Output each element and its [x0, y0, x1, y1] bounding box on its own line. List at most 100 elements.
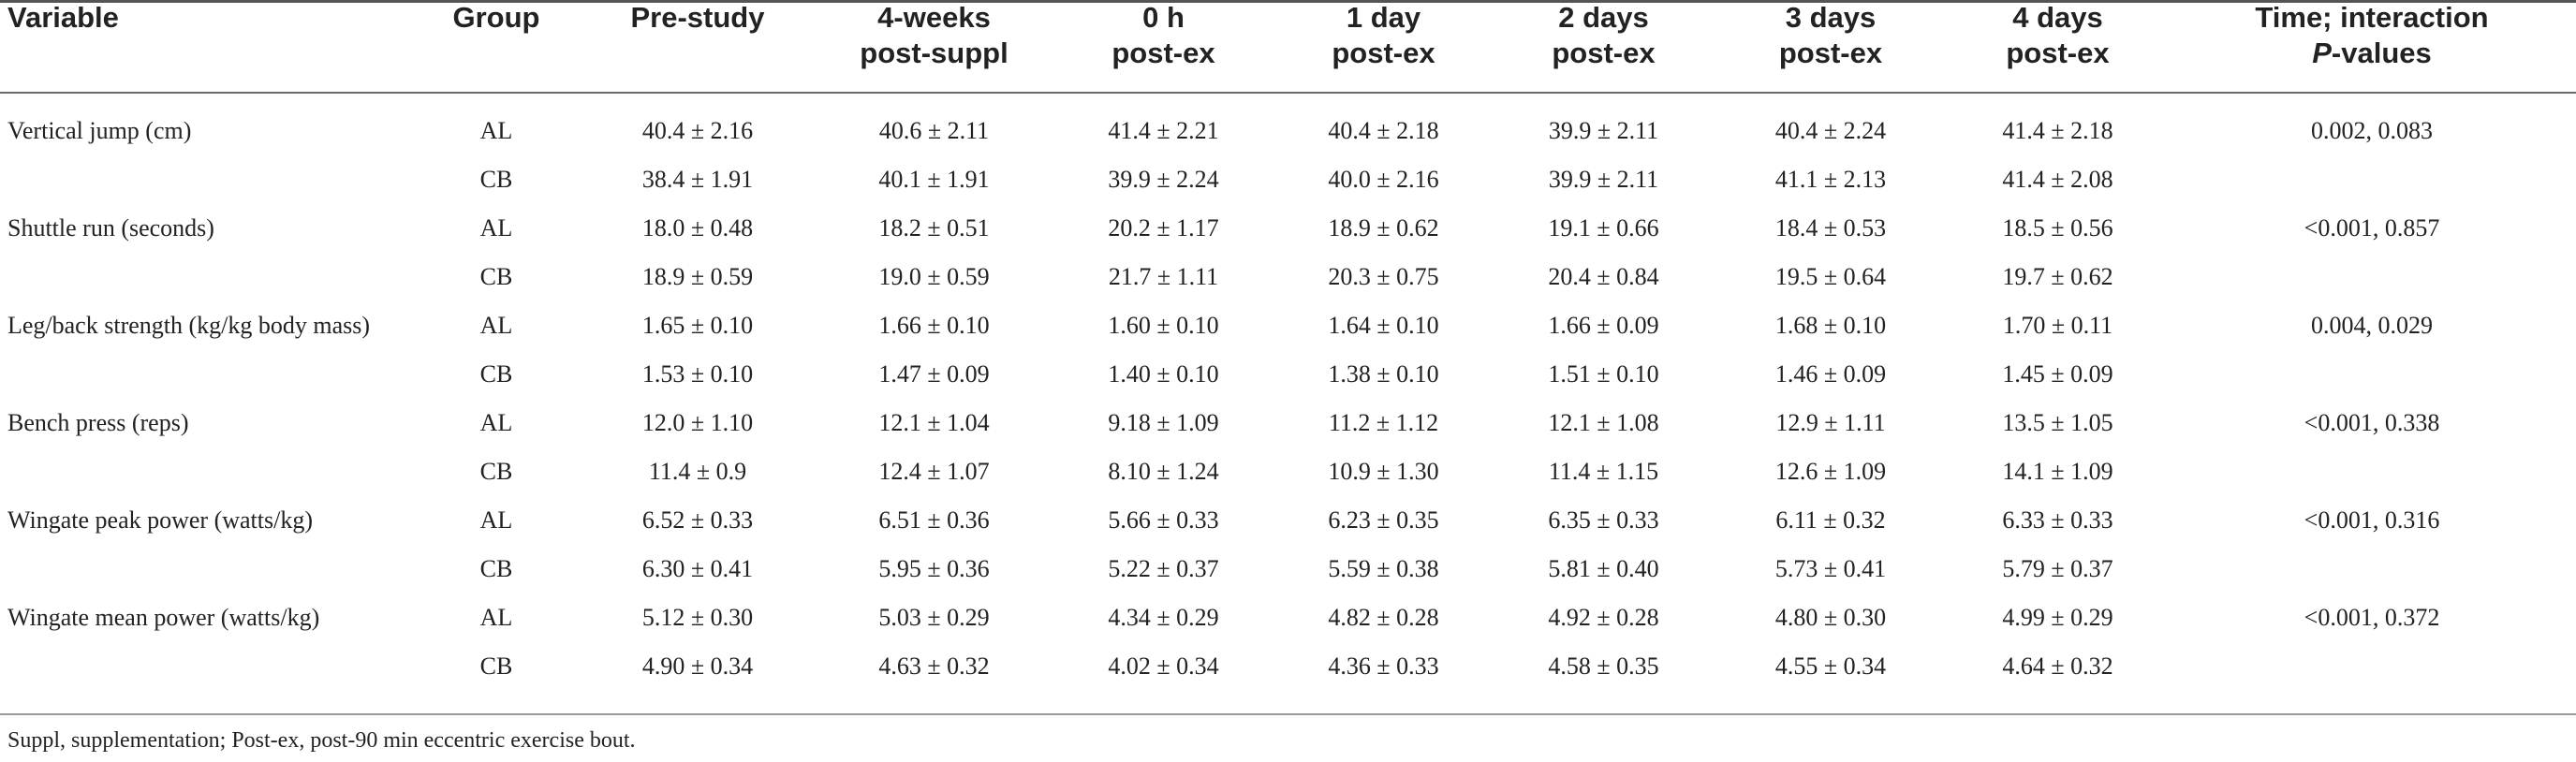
d2-post-ex-cell: 39.9 ± 2.11 — [1548, 117, 1659, 144]
pre-study-cell: 18.9 ± 0.59 — [641, 263, 754, 290]
d4-post-ex-cell: 19.7 ± 0.62 — [2002, 263, 2113, 290]
d3-post-ex-cell: 18.4 ± 0.53 — [1774, 214, 1887, 242]
group-cell: CB — [479, 458, 513, 485]
table-header-row: Variable Group Pre-study 4-weeks post-sup… — [0, 0, 2576, 92]
pre-study-cell: 40.4 ± 2.16 — [641, 117, 754, 144]
d2-post-ex-cell: 11.4 ± 1.15 — [1548, 458, 1659, 485]
header-group: Group — [452, 1, 540, 34]
variable-cell — [0, 155, 412, 204]
variable-cell: Shuttle run (seconds) — [7, 214, 214, 242]
group-cell: CB — [479, 263, 513, 290]
d4-post-ex-cell: 4.99 ± 0.29 — [2002, 604, 2113, 631]
h0-post-ex-cell: 4.34 ± 0.29 — [1108, 604, 1219, 631]
d4-post-ex-cell: 13.5 ± 1.05 — [2002, 409, 2113, 436]
table-row: CB 6.30 ± 0.41 5.95 ± 0.36 5.22 ± 0.37 5.59 … — [0, 545, 2576, 593]
post-suppl-cell: 4.63 ± 0.32 — [878, 652, 990, 680]
d2-post-ex-cell: 39.9 ± 2.11 — [1548, 166, 1659, 193]
h0-post-ex-cell: 4.02 ± 0.34 — [1108, 652, 1219, 680]
d1-post-ex-cell: 5.59 ± 0.38 — [1328, 555, 1439, 582]
pre-study-cell: 1.53 ± 0.10 — [641, 360, 754, 388]
d3-post-ex-cell: 40.4 ± 2.24 — [1774, 117, 1887, 144]
h0-post-ex-cell: 39.9 ± 2.24 — [1108, 166, 1219, 193]
post-suppl-cell: 19.0 ± 0.59 — [878, 263, 990, 290]
d2-post-ex-cell: 12.1 ± 1.08 — [1548, 409, 1659, 436]
header-pre-study: Pre-study — [630, 1, 765, 34]
pvalues-cell: <0.001, 0.372 — [2304, 604, 2440, 631]
pre-study-cell: 38.4 ± 1.91 — [641, 166, 754, 193]
post-suppl-cell: 18.2 ± 0.51 — [878, 214, 990, 242]
pre-study-cell: 6.52 ± 0.33 — [641, 506, 754, 534]
h0-post-ex-cell: 41.4 ± 2.21 — [1108, 117, 1219, 144]
h0-post-ex-cell: 1.40 ± 0.10 — [1108, 360, 1219, 388]
variable-cell — [0, 447, 412, 496]
d1-post-ex-cell: 6.23 ± 0.35 — [1328, 506, 1439, 534]
pvalues-cell — [2168, 447, 2576, 496]
d1-post-ex-cell: 18.9 ± 0.62 — [1328, 214, 1439, 242]
d4-post-ex-cell: 1.70 ± 0.11 — [2002, 312, 2113, 339]
pvalues-cell: <0.001, 0.316 — [2304, 506, 2440, 534]
pvalues-cell — [2168, 350, 2576, 399]
d3-post-ex-cell: 41.1 ± 2.13 — [1774, 166, 1887, 193]
d3-post-ex-cell: 12.6 ± 1.09 — [1774, 458, 1887, 485]
header-time-interaction-pvalues: Time; interaction P-values — [2255, 1, 2489, 69]
pre-study-cell: 18.0 ± 0.48 — [641, 214, 754, 242]
header-0h-post-ex: 0 h post-ex — [1111, 1, 1215, 69]
d4-post-ex-cell: 41.4 ± 2.08 — [2002, 166, 2113, 193]
d2-post-ex-cell: 4.58 ± 0.35 — [1548, 652, 1659, 680]
d4-post-ex-cell: 1.45 ± 0.09 — [2002, 360, 2113, 388]
variable-cell: Leg/back strength (kg/kg body mass) — [7, 312, 371, 339]
h0-post-ex-cell: 5.22 ± 0.37 — [1108, 555, 1219, 582]
header-4-weeks-post-suppl: 4-weeks post-suppl — [860, 1, 1008, 69]
post-suppl-cell: 12.1 ± 1.04 — [878, 409, 990, 436]
d1-post-ex-cell: 40.0 ± 2.16 — [1328, 166, 1439, 193]
h0-post-ex-cell: 5.66 ± 0.33 — [1108, 506, 1219, 534]
table-spacer — [0, 93, 2576, 107]
variable-cell — [0, 545, 412, 593]
post-suppl-cell: 5.95 ± 0.36 — [878, 555, 990, 582]
variable-cell: Wingate peak power (watts/kg) — [7, 506, 314, 534]
variable-cell — [0, 642, 412, 691]
group-cell: AL — [479, 117, 513, 144]
h0-post-ex-cell: 21.7 ± 1.11 — [1108, 263, 1219, 290]
table-row: CB 11.4 ± 0.9 12.4 ± 1.07 8.10 ± 1.24 10.9 ±… — [0, 447, 2576, 496]
variable-cell — [0, 253, 412, 301]
pre-study-cell: 6.30 ± 0.41 — [641, 555, 754, 582]
d2-post-ex-cell: 4.92 ± 0.28 — [1548, 604, 1659, 631]
table-row: Leg/back strength (kg/kg body mass) AL 1.6… — [0, 301, 2576, 350]
d1-post-ex-cell: 11.2 ± 1.12 — [1328, 409, 1439, 436]
pvalues-cell — [2168, 642, 2576, 691]
table-footnote: Suppl, supplementation; Post-ex, post-90… — [7, 728, 636, 753]
pvalues-cell: <0.001, 0.857 — [2304, 214, 2440, 242]
post-suppl-cell: 5.03 ± 0.29 — [878, 604, 990, 631]
h0-post-ex-cell: 1.60 ± 0.10 — [1108, 312, 1219, 339]
pvalues-cell — [2168, 155, 2576, 204]
pre-study-cell: 12.0 ± 1.10 — [641, 409, 754, 436]
group-cell: AL — [479, 214, 513, 242]
post-suppl-cell: 1.47 ± 0.09 — [878, 360, 990, 388]
d3-post-ex-cell: 1.68 ± 0.10 — [1774, 312, 1887, 339]
d2-post-ex-cell: 19.1 ± 0.66 — [1548, 214, 1659, 242]
group-cell: CB — [479, 360, 513, 388]
post-suppl-cell: 40.1 ± 1.91 — [878, 166, 990, 193]
d3-post-ex-cell: 4.80 ± 0.30 — [1774, 604, 1887, 631]
h0-post-ex-cell: 20.2 ± 1.17 — [1108, 214, 1219, 242]
h0-post-ex-cell: 9.18 ± 1.09 — [1108, 409, 1219, 436]
d1-post-ex-cell: 1.38 ± 0.10 — [1328, 360, 1439, 388]
d4-post-ex-cell: 41.4 ± 2.18 — [2002, 117, 2113, 144]
table-row: Vertical jump (cm) AL 40.4 ± 2.16 40.6 ± 2.… — [0, 107, 2576, 155]
d1-post-ex-cell: 20.3 ± 0.75 — [1328, 263, 1439, 290]
header-1-day-post-ex: 1 day post-ex — [1332, 1, 1435, 69]
group-cell: AL — [479, 604, 513, 631]
post-suppl-cell: 6.51 ± 0.36 — [878, 506, 990, 534]
d2-post-ex-cell: 1.66 ± 0.09 — [1548, 312, 1659, 339]
pvalues-cell: <0.001, 0.338 — [2304, 409, 2440, 436]
results-table: Variable Group Pre-study 4-weeks post-sup… — [0, 0, 2576, 691]
group-cell: AL — [479, 312, 513, 339]
d1-post-ex-cell: 1.64 ± 0.10 — [1328, 312, 1439, 339]
table-row: Bench press (reps) AL 12.0 ± 1.10 12.1 ± 1.… — [0, 399, 2576, 447]
table-row: Shuttle run (seconds) AL 18.0 ± 0.48 18.2 ±… — [0, 204, 2576, 253]
d3-post-ex-cell: 5.73 ± 0.41 — [1774, 555, 1887, 582]
pvalues-cell — [2168, 545, 2576, 593]
d4-post-ex-cell: 5.79 ± 0.37 — [2002, 555, 2113, 582]
d4-post-ex-cell: 4.64 ± 0.32 — [2002, 652, 2113, 680]
